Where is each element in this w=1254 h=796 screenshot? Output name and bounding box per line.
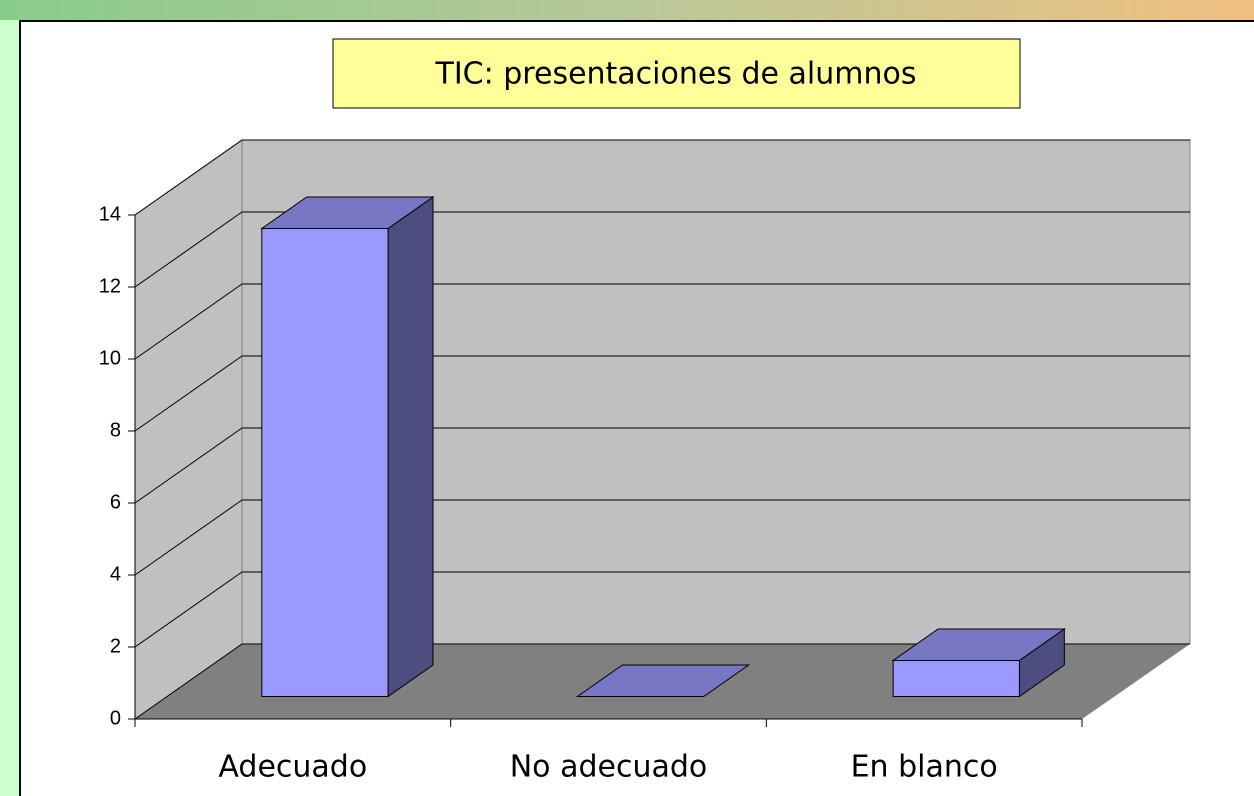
grid-line — [134, 499, 1190, 576]
y-tick-label: 2 — [110, 635, 121, 657]
y-tick-label: 8 — [110, 419, 121, 441]
y-tick-label: 6 — [110, 491, 121, 513]
y-tick-label: 4 — [110, 563, 121, 585]
top-band — [0, 0, 1254, 20]
grid — [134, 139, 1190, 720]
y-tick-label: 12 — [99, 275, 121, 297]
side-wall — [134, 139, 243, 720]
y-tick-label: 10 — [99, 347, 121, 369]
title-box — [332, 38, 1021, 109]
bar-front — [892, 660, 1020, 697]
grid-line — [134, 139, 1190, 216]
chart-title: TIC: presentaciones de alumnos — [435, 57, 917, 92]
grid-line — [134, 643, 1190, 720]
grid-line — [134, 571, 1190, 648]
x-tick-label: En blanco — [851, 750, 998, 785]
grid-line — [134, 355, 1190, 432]
bar-top — [260, 196, 435, 229]
bar-top — [891, 628, 1066, 661]
bar-top — [575, 664, 751, 697]
x-tick-label: No adecuado — [510, 750, 708, 785]
y-tick-label: 14 — [99, 203, 121, 225]
bar — [891, 628, 1066, 698]
bar-side — [387, 196, 434, 698]
bar — [260, 196, 435, 698]
grid-line — [134, 283, 1190, 360]
bars — [260, 196, 1066, 698]
x-tick-label: Adecuado — [218, 750, 367, 785]
y-tick-label: 0 — [110, 707, 121, 729]
bar — [575, 664, 751, 697]
grid-line — [134, 427, 1190, 504]
bar-front — [261, 228, 389, 697]
grid-line — [134, 211, 1190, 288]
